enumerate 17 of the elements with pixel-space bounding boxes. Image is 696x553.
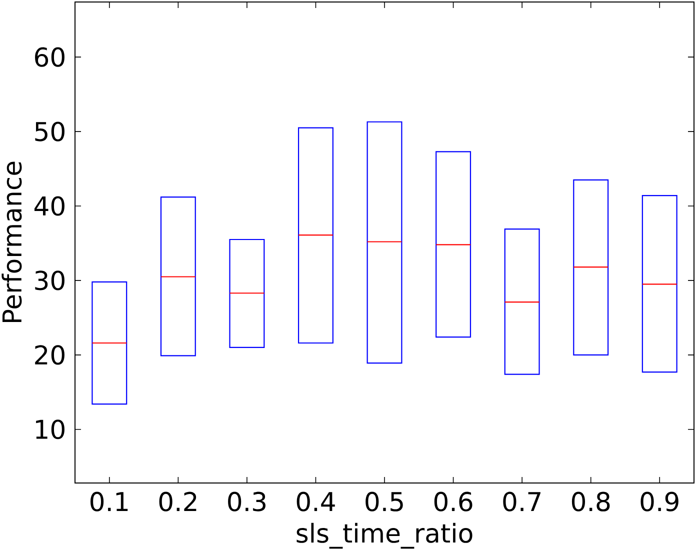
x-tick-label: 0.8: [572, 492, 610, 512]
y-tick-label: 20: [35, 345, 64, 365]
y-axis-title: Performance: [2, 162, 22, 322]
x-axis-title: sls_time_ratio: [296, 522, 472, 549]
y-tick-label: 50: [35, 122, 64, 142]
y-tick-label: 40: [34, 196, 64, 216]
x-tick-label: 0.3: [228, 492, 266, 512]
x-tick-label: 0.2: [159, 492, 196, 512]
y-tick-label: 60: [35, 47, 64, 67]
x-tick-label: 0.6: [434, 492, 472, 512]
y-tick-label: 30: [35, 270, 64, 290]
x-tick-label: 0.9: [640, 492, 678, 512]
x-tick-label: 0.1: [90, 492, 128, 512]
y-tick-label: 10: [36, 420, 64, 440]
x-tick-label: 0.5: [366, 492, 403, 512]
x-tick-label: 0.7: [503, 492, 540, 512]
x-tick-label: 0.4: [296, 492, 335, 512]
